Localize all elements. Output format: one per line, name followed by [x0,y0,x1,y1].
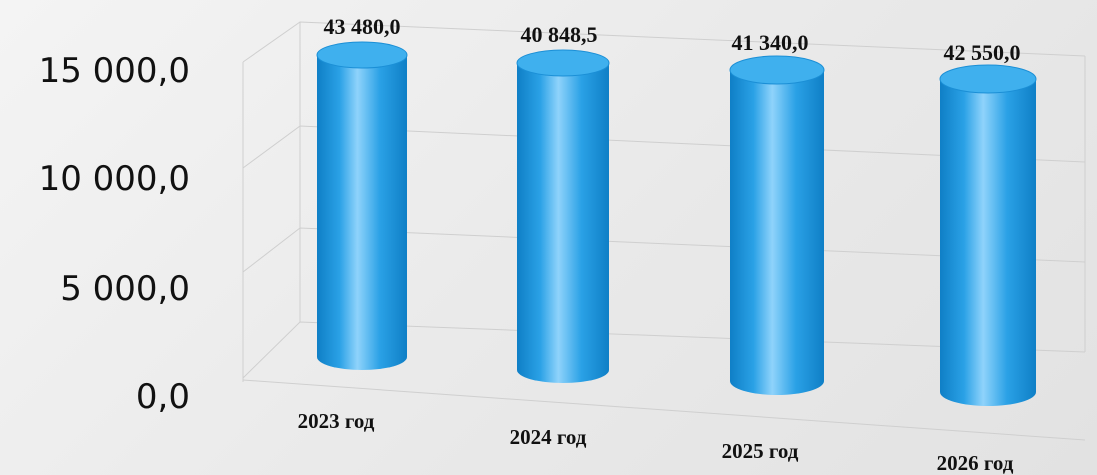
y-tick-label: 0,0 [136,377,190,417]
bar-body [730,70,824,395]
bar-body [517,63,609,383]
bar [516,49,610,383]
bar-body [940,79,1036,406]
x-tick-label: 2023 год [298,409,375,433]
x-tick-label: 2024 год [510,425,587,449]
y-tick-label: 5 000,0 [60,269,190,309]
data-label: 42 550,0 [944,40,1021,65]
bar-top [939,64,1037,94]
y-tick-label: 10 000,0 [39,159,190,199]
x-tick-label: 2025 год [722,439,799,463]
x-axis: 2023 год 2024 год 2025 год 2026 год [298,409,1014,475]
x-tick-label: 2026 год [937,451,1014,475]
data-label: 40 848,5 [521,22,598,47]
bar-top [316,41,408,69]
bar-body [317,55,407,370]
y-tick-label: 15 000,0 [39,51,190,91]
data-label: 43 480,0 [324,14,401,39]
bar [729,55,825,395]
floor-front-edge [242,379,1086,441]
bar-top [516,49,610,77]
y-axis: 15 000,0 10 000,0 5 000,0 0,0 [39,51,190,417]
bar [316,41,408,370]
bar [939,64,1037,406]
bars [316,41,1037,406]
bar-top [729,55,825,85]
data-label: 41 340,0 [732,30,809,55]
data-labels: 43 480,0 40 848,5 41 340,0 42 550,0 [324,14,1021,65]
